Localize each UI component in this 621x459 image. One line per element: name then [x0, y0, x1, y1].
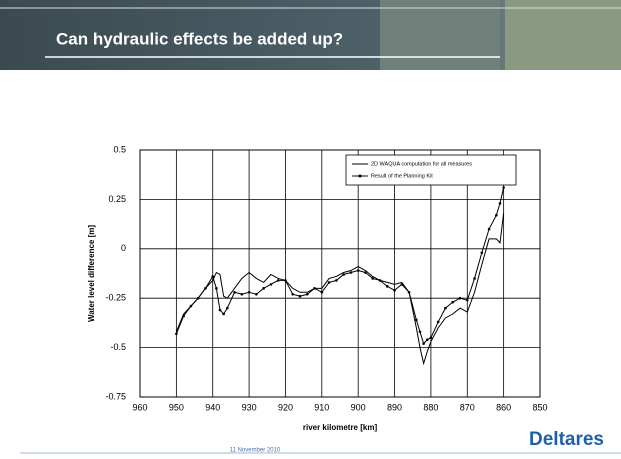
point [204, 287, 207, 290]
legend-marker [358, 174, 362, 178]
point [429, 336, 433, 340]
slide-title: Can hydraulic effects be added up? [56, 29, 343, 48]
plot-area [139, 149, 541, 398]
point [335, 279, 338, 282]
point [175, 332, 178, 336]
point [349, 271, 353, 274]
point [480, 251, 484, 255]
point [262, 287, 265, 290]
x-tick-label: 920 [278, 402, 293, 412]
y-tick-label: 0 [121, 243, 126, 253]
point [305, 292, 309, 296]
point [291, 292, 295, 296]
point [327, 281, 331, 284]
point [422, 342, 425, 345]
point [189, 304, 193, 308]
point [451, 300, 455, 304]
point [378, 279, 382, 282]
y-tick-label: 0.25 [108, 194, 126, 204]
point [371, 277, 375, 280]
point [458, 296, 462, 300]
y-tick-label: 0.5 [113, 144, 126, 154]
point [218, 308, 222, 312]
point [407, 290, 411, 294]
y-tick-label: -0.25 [105, 293, 126, 303]
point [225, 306, 229, 310]
point [400, 283, 404, 286]
point [418, 330, 422, 334]
point [320, 290, 324, 294]
point [495, 213, 498, 217]
point [415, 318, 418, 322]
point [233, 290, 236, 294]
point [284, 279, 287, 282]
logo: Deltares [529, 429, 604, 450]
x-tick-label: 960 [132, 402, 147, 412]
x-tick-label: 930 [242, 402, 257, 412]
point [498, 202, 502, 205]
point [182, 314, 185, 318]
point [364, 271, 367, 274]
y-tick-label: -0.75 [105, 391, 126, 401]
point [240, 292, 244, 296]
point [255, 292, 258, 296]
point [425, 338, 429, 341]
x-tick-label: 880 [423, 402, 438, 412]
point [502, 186, 505, 189]
point [473, 277, 476, 280]
point [269, 283, 273, 286]
x-tick-label: 860 [496, 402, 511, 412]
point [313, 287, 316, 290]
x-tick-label: 910 [314, 402, 329, 412]
point [393, 288, 396, 292]
point [465, 298, 469, 302]
x-tick-label: 940 [205, 402, 220, 412]
x-tick-label: 890 [387, 402, 402, 412]
point [211, 275, 215, 278]
point [276, 279, 280, 282]
y-tick-label: -0.5 [110, 342, 126, 352]
point [222, 312, 225, 316]
legend-label: Result of the Planning Kit [371, 173, 433, 179]
header-photo [505, 0, 621, 70]
point [487, 227, 491, 231]
point [436, 320, 440, 324]
point [247, 290, 251, 294]
x-tick-label: 870 [460, 402, 475, 412]
series-line [175, 213, 505, 366]
legend-label: 2D WAQUA computation for all measures [371, 161, 472, 167]
y-axis-label: Water level difference [m] [87, 225, 96, 322]
footer-date: 11 November 2010 [230, 448, 281, 454]
x-tick-label: 900 [351, 402, 366, 412]
point [385, 285, 389, 288]
point [215, 287, 218, 290]
point [444, 306, 447, 310]
point [342, 273, 345, 276]
point [298, 294, 302, 298]
legend-box [345, 154, 517, 186]
point [356, 269, 360, 272]
chart: 0.5 0.25 0 -0.25 -0.5 -0.75 960 950 940 930 920 910… [87, 144, 547, 432]
x-axis-label: river kilometre [km] [303, 423, 378, 432]
x-tick-label: 950 [169, 402, 184, 412]
point [196, 296, 200, 300]
header-photo [380, 0, 500, 70]
x-tick-label: 850 [532, 402, 547, 412]
